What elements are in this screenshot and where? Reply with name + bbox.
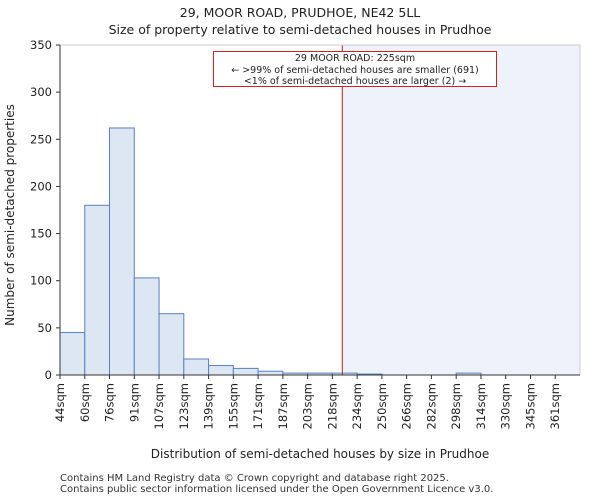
x-tick-label: 171sqm (251, 383, 265, 429)
y-tick-label: 0 (45, 368, 52, 382)
annotation-smaller: ← >99% of semi-detached houses are small… (231, 64, 479, 76)
x-axis-label: Distribution of semi-detached houses by … (151, 447, 489, 461)
annotation-larger: <1% of semi-detached houses are larger (… (243, 76, 467, 87)
larger-region-shade (342, 45, 580, 375)
bar-171sqm (257, 370, 284, 376)
x-tick-label: 187sqm (276, 383, 290, 429)
x-tick-label: 60sqm (78, 383, 92, 422)
bar-91sqm (133, 277, 160, 376)
bar-155sqm (232, 367, 259, 376)
chart-title-address: 29, MOOR ROAD, PRUDHOE, NE42 5LL (179, 5, 421, 20)
bar-76sqm (109, 127, 135, 376)
x-tick-label: 107sqm (152, 383, 166, 429)
x-tick-label: 361sqm (548, 383, 562, 429)
y-tick-label: 50 (37, 321, 52, 335)
x-tick-label: 155sqm (226, 383, 240, 429)
bar-44sqm (59, 332, 86, 376)
bar-107sqm (158, 313, 185, 376)
bar-60sqm (84, 204, 111, 376)
x-tick-label: 298sqm (449, 383, 463, 429)
chart-title: Size of property relative to semi-detach… (108, 22, 492, 37)
x-tick-label: 139sqm (202, 383, 216, 429)
y-tick-label: 300 (30, 85, 52, 99)
y-tick-label: 250 (30, 132, 52, 146)
x-tick-label: 234sqm (350, 383, 364, 429)
x-tick-label: 266sqm (400, 383, 414, 429)
footer-licence: Contains public sector information licen… (60, 484, 494, 495)
y-tick-label: 350 (30, 38, 52, 52)
bar-139sqm (208, 365, 234, 376)
x-tick-label: 330sqm (499, 383, 513, 429)
x-tick-label: 314sqm (474, 383, 488, 429)
x-tick-label: 250sqm (375, 383, 389, 429)
annotation-title: 29 MOOR ROAD: 225sqm (294, 53, 416, 64)
x-tick-label: 218sqm (325, 383, 339, 429)
property-annotation-box: 29 MOOR ROAD: 225sqm ← >99% of semi-deta… (213, 51, 497, 87)
x-tick-label: 203sqm (301, 383, 315, 429)
x-tick-label: 282sqm (424, 383, 438, 429)
x-tick-label: 345sqm (523, 383, 537, 429)
y-tick-label: 100 (30, 274, 52, 288)
x-tick-label: 44sqm (53, 383, 67, 422)
x-tick-label: 91sqm (127, 383, 141, 422)
y-tick-label: 150 (30, 227, 52, 241)
bar-123sqm (183, 358, 210, 376)
x-tick-label: 76sqm (103, 383, 117, 422)
y-tick-label: 200 (30, 179, 52, 193)
x-tick-label: 123sqm (177, 383, 191, 429)
footer-copyright: Contains HM Land Registry data © Crown c… (60, 473, 449, 484)
y-axis-label: Number of semi-detached properties (3, 104, 17, 326)
